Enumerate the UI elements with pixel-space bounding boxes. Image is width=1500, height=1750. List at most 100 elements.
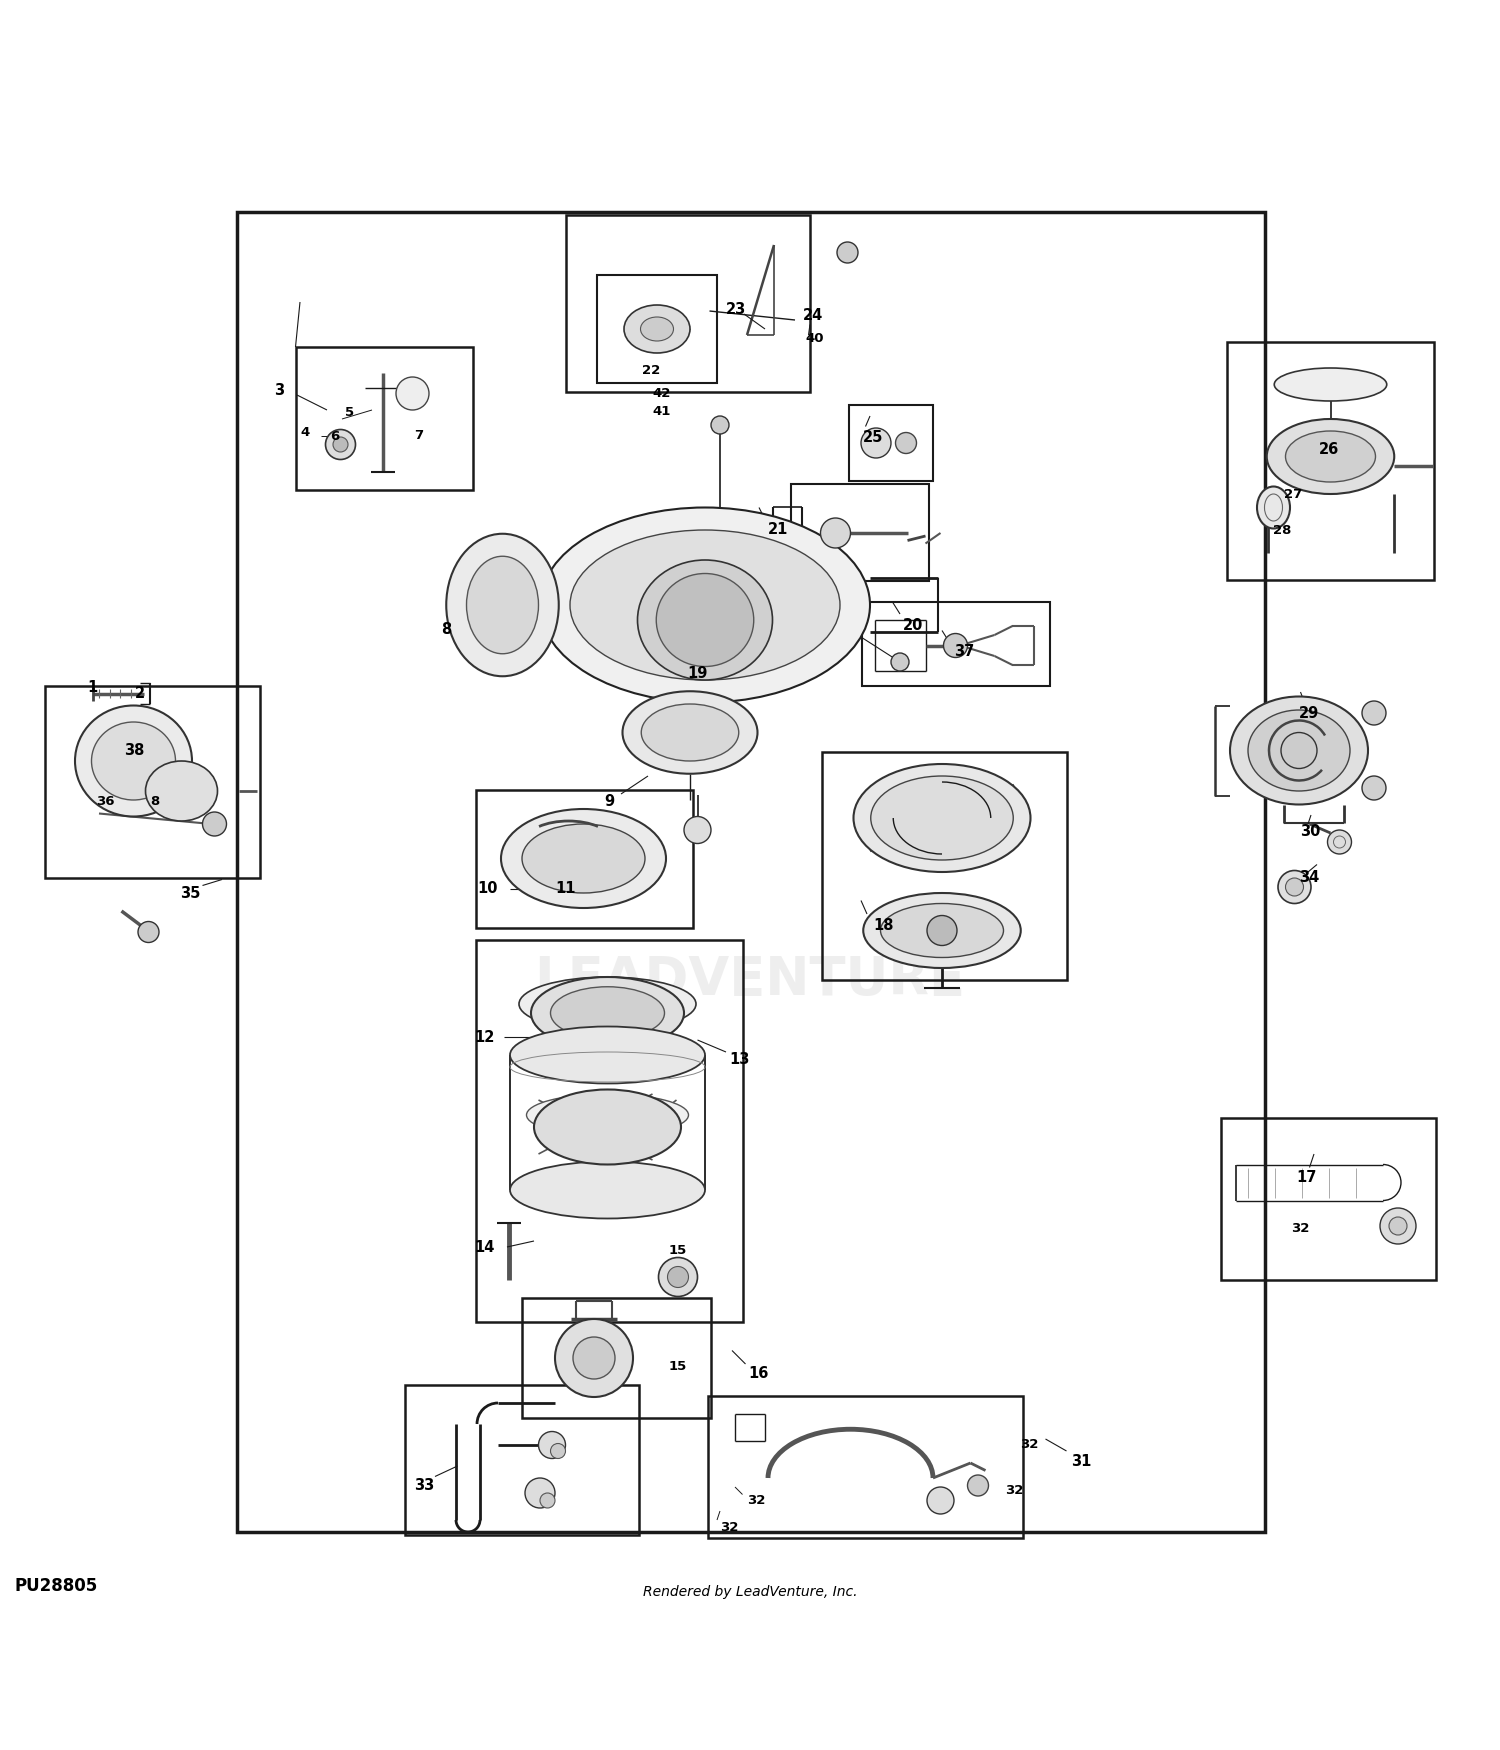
Circle shape <box>202 812 226 836</box>
Circle shape <box>927 1488 954 1514</box>
Circle shape <box>326 429 356 460</box>
Text: 12: 12 <box>474 1029 495 1045</box>
Circle shape <box>1278 870 1311 903</box>
Text: 41: 41 <box>652 404 670 418</box>
Ellipse shape <box>1248 710 1350 791</box>
Ellipse shape <box>510 1027 705 1083</box>
Circle shape <box>538 1432 566 1458</box>
Text: 9: 9 <box>604 794 615 808</box>
Ellipse shape <box>638 560 772 681</box>
Text: 8: 8 <box>150 794 159 808</box>
Text: 19: 19 <box>687 667 708 681</box>
Bar <box>849 406 933 481</box>
Circle shape <box>1389 1216 1407 1236</box>
Bar <box>566 215 810 392</box>
Bar <box>522 1298 711 1418</box>
Bar <box>405 1384 639 1535</box>
Bar <box>296 346 472 490</box>
Circle shape <box>1286 878 1304 896</box>
Text: 22: 22 <box>642 364 660 378</box>
Ellipse shape <box>92 723 176 800</box>
Ellipse shape <box>624 304 690 354</box>
Circle shape <box>968 1475 988 1496</box>
Text: PU28805: PU28805 <box>15 1577 99 1594</box>
Text: 32: 32 <box>720 1521 738 1535</box>
Circle shape <box>861 429 891 458</box>
Ellipse shape <box>657 574 753 667</box>
Text: 6: 6 <box>330 430 339 443</box>
Circle shape <box>821 518 850 548</box>
Bar <box>1221 1118 1436 1279</box>
Ellipse shape <box>396 376 429 410</box>
Text: 3: 3 <box>274 383 285 397</box>
Text: 29: 29 <box>1299 705 1320 721</box>
Circle shape <box>1362 775 1386 800</box>
Ellipse shape <box>864 892 1020 968</box>
Ellipse shape <box>853 765 1030 872</box>
Text: 20: 20 <box>903 618 924 634</box>
Text: 31: 31 <box>1071 1454 1092 1468</box>
Text: 27: 27 <box>1284 488 1302 500</box>
Text: 28: 28 <box>1274 523 1292 537</box>
Ellipse shape <box>550 987 664 1040</box>
Circle shape <box>668 1267 688 1288</box>
Circle shape <box>540 1493 555 1508</box>
Circle shape <box>896 432 916 453</box>
Bar <box>708 1395 1023 1538</box>
Ellipse shape <box>146 761 218 821</box>
Text: 7: 7 <box>414 429 423 443</box>
Text: 38: 38 <box>124 744 146 758</box>
Ellipse shape <box>540 507 870 702</box>
Ellipse shape <box>570 530 840 681</box>
Ellipse shape <box>1230 696 1368 805</box>
Circle shape <box>658 1258 698 1297</box>
Text: 32: 32 <box>1020 1438 1038 1451</box>
Text: 30: 30 <box>1300 824 1322 838</box>
Circle shape <box>837 242 858 262</box>
Text: 40: 40 <box>806 331 824 345</box>
Text: 15: 15 <box>669 1244 687 1256</box>
Circle shape <box>711 416 729 434</box>
Circle shape <box>555 1320 633 1396</box>
Text: 34: 34 <box>1299 870 1320 886</box>
Text: 25: 25 <box>862 429 883 444</box>
Ellipse shape <box>522 824 645 892</box>
Bar <box>237 212 1264 1531</box>
Bar <box>1227 343 1434 579</box>
Ellipse shape <box>446 534 558 676</box>
Text: 18: 18 <box>873 919 894 933</box>
Bar <box>45 686 260 878</box>
Bar <box>862 602 1050 686</box>
Circle shape <box>333 438 348 452</box>
Text: Rendered by LeadVenture, Inc.: Rendered by LeadVenture, Inc. <box>642 1586 858 1600</box>
Ellipse shape <box>534 1090 681 1164</box>
Text: 17: 17 <box>1296 1171 1317 1185</box>
Text: 32: 32 <box>1005 1484 1023 1496</box>
Circle shape <box>944 634 968 658</box>
Text: 42: 42 <box>652 387 670 401</box>
Ellipse shape <box>1257 487 1290 528</box>
Circle shape <box>684 817 711 843</box>
Text: 14: 14 <box>474 1239 495 1255</box>
Circle shape <box>138 922 159 943</box>
Ellipse shape <box>870 775 1014 859</box>
Circle shape <box>1362 702 1386 724</box>
Ellipse shape <box>642 704 738 761</box>
Bar <box>597 275 717 383</box>
Text: 33: 33 <box>414 1479 435 1493</box>
Text: 1: 1 <box>87 681 98 695</box>
Ellipse shape <box>466 556 538 654</box>
Text: 37: 37 <box>954 644 975 660</box>
Text: 32: 32 <box>1292 1223 1310 1236</box>
Text: 32: 32 <box>747 1494 765 1507</box>
Ellipse shape <box>1266 418 1395 494</box>
Circle shape <box>1281 733 1317 768</box>
Ellipse shape <box>531 977 684 1048</box>
Text: 15: 15 <box>669 1360 687 1374</box>
Ellipse shape <box>880 903 1004 957</box>
Bar <box>476 940 742 1321</box>
Ellipse shape <box>501 808 666 908</box>
Text: 13: 13 <box>729 1052 750 1068</box>
Bar <box>790 483 928 581</box>
Ellipse shape <box>510 1162 705 1218</box>
